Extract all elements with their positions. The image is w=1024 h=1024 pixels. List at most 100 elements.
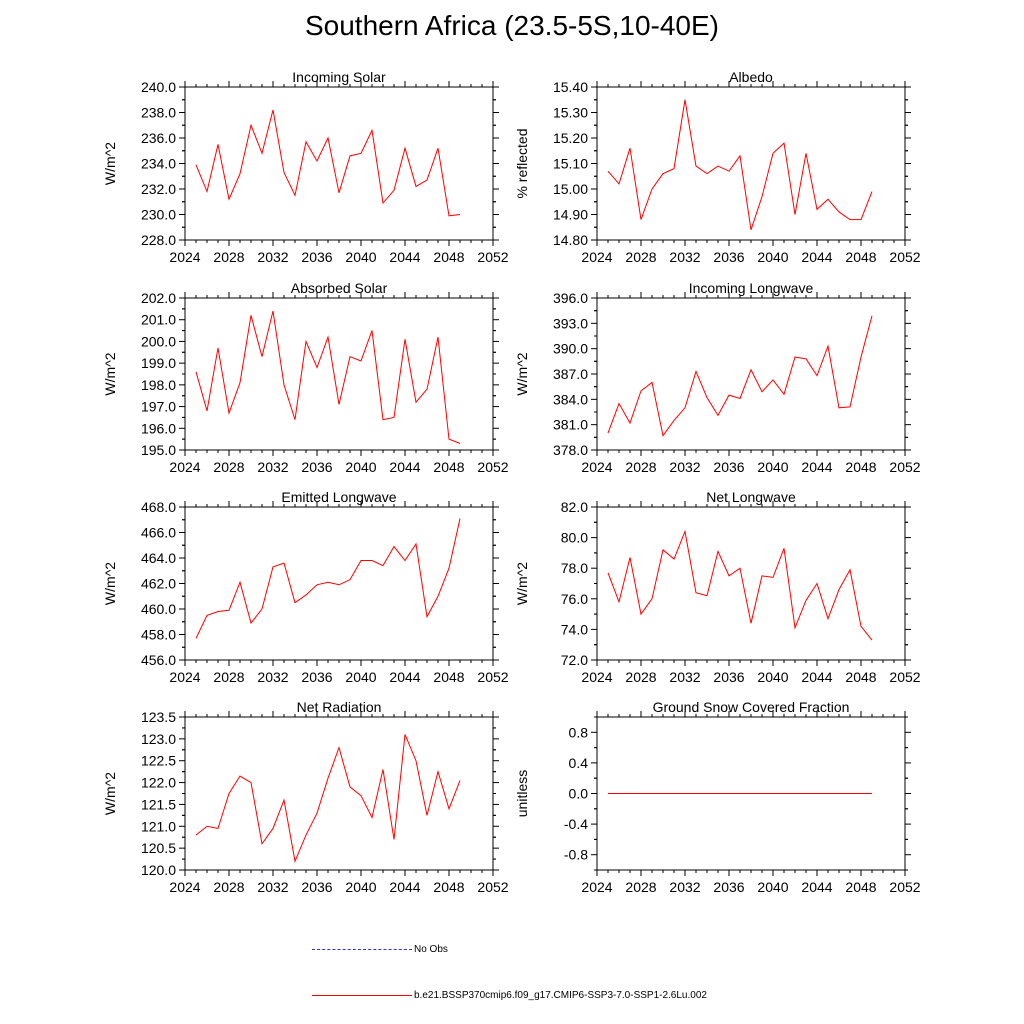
panel-7: Ground Snow Covered Fraction 2024 2028 2032… bbox=[514, 699, 921, 895]
x-tick-label: 2044 bbox=[801, 459, 832, 475]
y-tick-label: 458.0 bbox=[141, 627, 176, 643]
x-tick-label: 2052 bbox=[477, 459, 508, 475]
x-tick-label: 2048 bbox=[845, 459, 876, 475]
plot-frame bbox=[596, 86, 906, 241]
y-tick-label: 396.0 bbox=[553, 290, 588, 306]
y-tick-label: 390.0 bbox=[553, 341, 588, 357]
x-tick-label: 2052 bbox=[889, 249, 920, 265]
panel-0: Incoming Solar 2024 2028 2032 2036 2040 2044 20… bbox=[102, 69, 509, 265]
x-tick-label: 2048 bbox=[845, 669, 876, 685]
x-tick-label: 2032 bbox=[669, 879, 700, 895]
x-tick-label: 2048 bbox=[433, 249, 464, 265]
y-tick-label: 120.0 bbox=[141, 862, 176, 878]
y-tick-label: 232.0 bbox=[141, 181, 176, 197]
x-tick-label: 2028 bbox=[625, 669, 656, 685]
x-tick-label: 2024 bbox=[169, 669, 200, 685]
y-tick-label: -0.8 bbox=[564, 847, 588, 863]
x-tick-label: 2040 bbox=[345, 249, 376, 265]
x-tick-label: 2024 bbox=[581, 879, 612, 895]
x-tick-label: 2040 bbox=[757, 669, 788, 685]
y-tick-label: 381.0 bbox=[553, 417, 588, 433]
legend-no-obs: No Obs bbox=[312, 944, 448, 955]
x-tick-label: 2032 bbox=[257, 249, 288, 265]
panel-title: Incoming Longwave bbox=[689, 280, 814, 296]
x-tick-label: 2052 bbox=[477, 249, 508, 265]
panel-3: Incoming Longwave 2024 2028 2032 2036 2040 204… bbox=[514, 280, 921, 475]
panel-5: Net Longwave 2024 2028 2032 2036 2040 2044 2048… bbox=[514, 489, 921, 685]
x-tick-label: 2036 bbox=[713, 669, 744, 685]
x-tick-label: 2028 bbox=[625, 459, 656, 475]
x-tick-label: 2044 bbox=[801, 249, 832, 265]
y-tick-label: 201.0 bbox=[141, 312, 176, 328]
y-tick-label: 15.00 bbox=[553, 181, 588, 197]
x-tick-label: 2044 bbox=[389, 669, 420, 685]
x-tick-label: 2036 bbox=[301, 459, 332, 475]
x-tick-label: 2048 bbox=[433, 459, 464, 475]
y-tick-label: 14.80 bbox=[553, 232, 588, 248]
y-tick-label: 197.0 bbox=[141, 399, 176, 415]
y-axis-label: % reflected bbox=[514, 128, 530, 198]
plot-frame bbox=[184, 506, 494, 661]
panel-title: Net Radiation bbox=[297, 699, 382, 715]
legend-no-obs-label: No Obs bbox=[414, 944, 448, 955]
y-tick-label: 15.40 bbox=[553, 79, 588, 95]
y-tick-label: 393.0 bbox=[553, 315, 588, 331]
legend-model-run-swatch bbox=[312, 995, 412, 996]
x-tick-label: 2040 bbox=[345, 669, 376, 685]
series-line bbox=[607, 99, 873, 230]
y-tick-label: 120.5 bbox=[141, 840, 176, 856]
y-axis-label: unitless bbox=[514, 770, 530, 817]
y-tick-label: 238.0 bbox=[141, 105, 176, 121]
panel-title: Ground Snow Covered Fraction bbox=[653, 699, 850, 715]
x-tick-label: 2024 bbox=[169, 879, 200, 895]
y-axis-label: W/m^2 bbox=[102, 352, 118, 395]
panel-1: Albedo 2024 2028 2032 2036 2040 2044 2048 2052 14… bbox=[514, 69, 921, 265]
x-tick-label: 2032 bbox=[669, 669, 700, 685]
y-tick-label: 200.0 bbox=[141, 333, 176, 349]
x-tick-label: 2032 bbox=[669, 249, 700, 265]
x-tick-label: 2028 bbox=[213, 669, 244, 685]
x-tick-label: 2052 bbox=[477, 669, 508, 685]
x-tick-label: 2032 bbox=[257, 459, 288, 475]
x-tick-label: 2024 bbox=[581, 669, 612, 685]
plot-frame bbox=[596, 506, 906, 661]
y-tick-label: 122.0 bbox=[141, 775, 176, 791]
y-tick-label: 15.30 bbox=[553, 105, 588, 121]
y-axis-label: W/m^2 bbox=[102, 772, 118, 815]
plot-frame bbox=[184, 297, 494, 451]
legend-model-run: b.e21.BSSP370cmip6.f09_g17.CMIP6-SSP3-7.… bbox=[312, 990, 707, 1001]
y-tick-label: 76.0 bbox=[561, 591, 588, 607]
y-tick-label: 121.5 bbox=[141, 796, 176, 812]
y-tick-label: 464.0 bbox=[141, 550, 176, 566]
series-line bbox=[607, 315, 873, 437]
x-tick-label: 2052 bbox=[889, 669, 920, 685]
y-tick-label: 198.0 bbox=[141, 377, 176, 393]
plot-frame bbox=[596, 297, 906, 451]
x-tick-label: 2028 bbox=[625, 249, 656, 265]
x-tick-label: 2044 bbox=[801, 879, 832, 895]
x-tick-label: 2028 bbox=[213, 249, 244, 265]
x-tick-label: 2036 bbox=[713, 879, 744, 895]
plot-frame bbox=[184, 716, 494, 871]
x-tick-label: 2036 bbox=[301, 879, 332, 895]
y-tick-label: 74.0 bbox=[561, 621, 588, 637]
x-tick-label: 2024 bbox=[169, 249, 200, 265]
y-tick-label: 15.20 bbox=[553, 130, 588, 146]
y-tick-label: 0.8 bbox=[569, 724, 589, 740]
x-tick-label: 2032 bbox=[669, 459, 700, 475]
y-tick-label: 14.90 bbox=[553, 207, 588, 223]
panel-title: Emitted Longwave bbox=[281, 489, 396, 505]
panel-6: Net Radiation 2024 2028 2032 2036 2040 2044 204… bbox=[102, 699, 509, 895]
x-tick-label: 2040 bbox=[757, 459, 788, 475]
x-tick-label: 2044 bbox=[801, 669, 832, 685]
y-tick-label: 228.0 bbox=[141, 232, 176, 248]
x-tick-label: 2028 bbox=[213, 459, 244, 475]
y-axis-label: W/m^2 bbox=[102, 562, 118, 605]
y-tick-label: 80.0 bbox=[561, 530, 588, 546]
x-tick-label: 2040 bbox=[757, 249, 788, 265]
y-tick-label: 460.0 bbox=[141, 601, 176, 617]
figure-title: Southern Africa (23.5-5S,10-40E) bbox=[304, 10, 719, 41]
x-tick-label: 2040 bbox=[757, 879, 788, 895]
x-tick-label: 2028 bbox=[213, 879, 244, 895]
